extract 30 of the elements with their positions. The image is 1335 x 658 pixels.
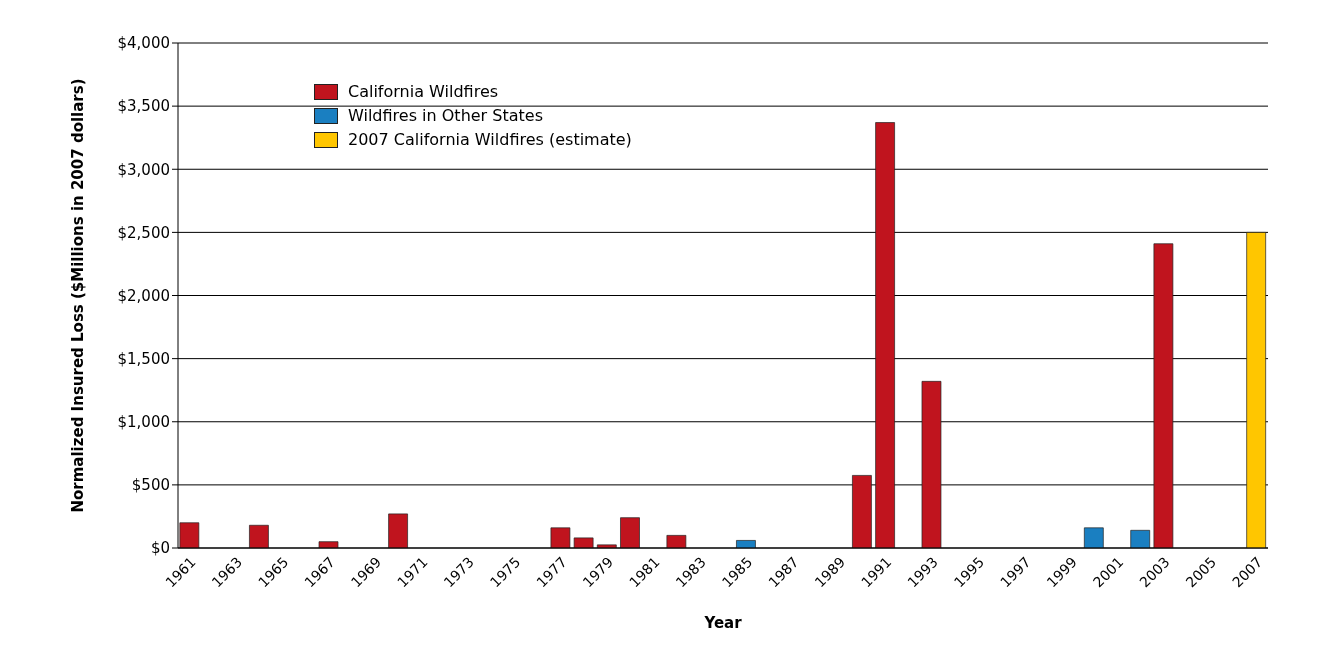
y-tick-label: $500 [131,476,170,495]
legend-label: California Wildfires [348,81,499,103]
y-tick-label: $2,000 [117,286,170,305]
y-tick-label: $1,000 [117,413,170,432]
y-tick-label: $3,500 [117,97,170,116]
bar [1246,232,1267,548]
bar [1153,243,1174,548]
bar [921,381,942,548]
bar [318,541,339,548]
legend-label: 2007 California Wildfires (estimate) [348,129,632,151]
bar [249,524,269,548]
y-axis-title: Normalized Insured Loss ($Millions in 2007 dollars) [69,78,88,513]
y-tick-label: $1,500 [117,349,170,368]
bar [1130,529,1151,548]
bar [1083,527,1104,548]
bar [852,475,872,548]
bar [666,535,687,548]
y-tick-label: $2,500 [117,223,170,242]
bar [875,122,895,548]
y-tick-label: $0 [150,539,170,558]
bar [179,522,200,548]
y-tick-label: $3,000 [117,160,170,179]
y-tick-label: $4,000 [117,34,170,53]
bar [573,537,594,548]
bar [736,540,756,548]
bar [620,517,640,548]
x-axis-title: Year [703,614,743,632]
bar [550,527,571,548]
legend-label: Wildfires in Other States [348,105,543,127]
bar [388,513,408,548]
